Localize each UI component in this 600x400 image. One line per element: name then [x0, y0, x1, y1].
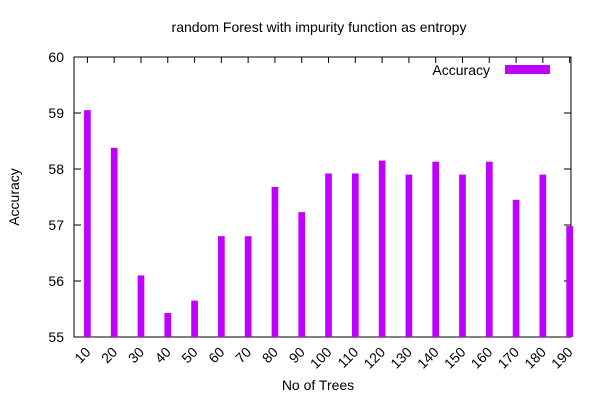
x-tick-label: 20 — [98, 344, 120, 366]
bar — [325, 173, 332, 337]
bar — [378, 160, 386, 337]
bar — [271, 186, 279, 337]
bar — [432, 161, 440, 337]
x-axis-label: No of Trees — [282, 377, 354, 393]
y-axis: 55 56 57 58 59 60 — [48, 49, 571, 345]
x-tick-label: 190 — [548, 344, 576, 372]
bar — [164, 312, 172, 337]
x-tick-label: 140 — [414, 344, 442, 372]
bar — [459, 174, 466, 337]
bar — [298, 212, 306, 337]
bar — [405, 174, 413, 337]
legend-swatch — [505, 65, 550, 74]
y-axis-label: Accuracy — [6, 168, 22, 226]
x-tick-label: 120 — [360, 344, 388, 372]
y-tick-label: 59 — [48, 105, 64, 121]
x-tick-label: 10 — [71, 344, 93, 366]
x-tick-label: 70 — [232, 344, 254, 366]
y-tick-label: 57 — [48, 217, 64, 233]
bar — [191, 300, 198, 337]
plot-frame — [73, 56, 572, 338]
bars — [84, 110, 574, 337]
bar — [566, 226, 574, 337]
x-tick-label: 170 — [494, 344, 522, 372]
bar — [244, 236, 252, 337]
bar — [512, 199, 520, 337]
x-tick-label: 80 — [259, 344, 281, 366]
bar — [137, 275, 145, 337]
chart-title: random Forest with impurity function as … — [172, 19, 467, 35]
x-tick-label: 100 — [307, 344, 335, 372]
x-tick-label: 130 — [387, 344, 415, 372]
legend-label: Accuracy — [432, 62, 490, 78]
y-tick-label: 55 — [48, 329, 64, 345]
x-tick-label: 110 — [334, 344, 361, 371]
x-tick-label: 180 — [521, 344, 549, 372]
x-tick-label: 60 — [205, 344, 227, 366]
x-tick-label: 150 — [441, 344, 469, 372]
bar — [110, 147, 118, 337]
x-tick-label: 50 — [178, 344, 200, 366]
x-tick-label: 30 — [125, 344, 147, 366]
x-tick-label: 90 — [286, 344, 308, 366]
bar — [539, 174, 547, 337]
bar — [218, 236, 225, 337]
bar — [485, 161, 493, 337]
y-tick-label: 56 — [48, 273, 64, 289]
y-tick-label: 58 — [48, 161, 64, 177]
x-tick-label: 160 — [468, 344, 496, 372]
x-tick-label: 40 — [152, 344, 174, 366]
y-tick-label: 60 — [48, 49, 64, 65]
bar — [351, 173, 359, 337]
bar — [84, 110, 91, 337]
legend: Accuracy — [432, 62, 550, 78]
